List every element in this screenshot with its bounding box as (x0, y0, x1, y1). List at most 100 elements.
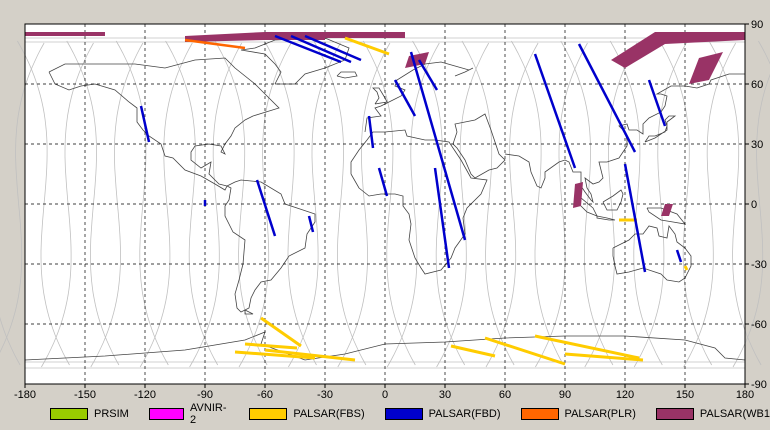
orbit-track (461, 40, 515, 366)
x-tick-label: -60 (257, 389, 273, 401)
y-tick-label: 0 (751, 199, 757, 211)
legend-swatch (50, 408, 88, 420)
legend-label: AVNIR-2 (190, 402, 227, 426)
orbit-track (90, 42, 144, 368)
orbit-track (535, 42, 588, 368)
coastline (612, 225, 692, 283)
legend-label: PALSAR(FBS) (293, 408, 365, 420)
x-tick-label: 150 (676, 389, 694, 401)
x-tick-label: 180 (736, 389, 754, 401)
wb-swath (689, 52, 723, 84)
x-tick-label: 30 (439, 389, 451, 401)
coastline (244, 309, 254, 315)
orbit-track (732, 73, 770, 368)
fbd-swath (367, 115, 375, 149)
legend-item-prsim: PRSIM (50, 408, 129, 420)
legend-item-palsar-fbd: PALSAR(FBD) (384, 408, 501, 420)
fbd-swath (409, 51, 467, 241)
fbd-swath (304, 34, 362, 62)
orbit-track (337, 42, 391, 368)
orbit-track (436, 42, 490, 368)
legend-item-avnir2: AVNIR-2 (148, 402, 229, 426)
fbs-swath (234, 350, 316, 360)
orbit-track (485, 42, 539, 368)
fbd-swath (675, 249, 683, 263)
y-tick-label: 60 (751, 79, 763, 91)
fbs-swath (450, 344, 496, 358)
fbd-swath (433, 167, 451, 269)
fbs-swath (683, 265, 689, 271)
legend-label: PALSAR(FBD) (428, 408, 501, 420)
axis-ticks: -180 -150 -120 -90 -60 -30 0 30 60 90 120 150 180 90 6… (14, 19, 767, 401)
fbs-swath (484, 336, 566, 366)
legend-swatch (655, 408, 694, 420)
fbd-swath (377, 167, 389, 197)
x-tick-label: -180 (14, 389, 36, 401)
coastline (504, 73, 745, 204)
fbs-swath (260, 316, 302, 348)
legend-swatch (148, 408, 185, 420)
x-tick-label: -90 (197, 389, 213, 401)
orbit-track (41, 42, 94, 368)
coastline (596, 215, 616, 221)
wb-swath (325, 32, 405, 38)
legend-label: PALSAR(WB1/WB2) (699, 408, 770, 420)
fbd-swath (274, 34, 342, 64)
fbs-swath (344, 36, 390, 56)
y-tick-label: -90 (751, 379, 767, 391)
coastline (48, 57, 280, 191)
orbit-track (633, 42, 687, 368)
legend-item-palsar-wb: PALSAR(WB1/WB2) (655, 408, 770, 420)
legend-item-palsar-plr: PALSAR(PLR) (520, 408, 636, 420)
y-tick-label: -60 (751, 319, 767, 331)
fbd-swath (647, 79, 667, 127)
legend-swatch (384, 408, 423, 420)
fbd-swath (577, 43, 637, 153)
fbd-swath (290, 34, 352, 64)
coastline (602, 189, 624, 211)
legend-swatch (520, 408, 559, 420)
orbit-track (288, 42, 341, 368)
coastline (452, 113, 506, 179)
wb-swath (611, 32, 745, 68)
wb-swath (661, 204, 673, 216)
orbit-track (264, 40, 317, 366)
fbd-swath (623, 163, 647, 273)
x-tick-label: 60 (499, 389, 511, 401)
x-tick-label: 0 (382, 389, 388, 401)
coastline (224, 179, 316, 313)
coastline (336, 71, 358, 79)
fbd-swath (393, 79, 417, 117)
fbd-swath (533, 53, 577, 169)
wb-swath (573, 182, 583, 208)
orbit-track (165, 40, 219, 366)
x-tick-label: 90 (559, 389, 571, 401)
y-tick-label: 90 (751, 19, 763, 31)
fbd-swath (139, 105, 151, 143)
orbit-track (609, 40, 663, 366)
coastline (372, 87, 388, 105)
orbit-track (708, 40, 762, 366)
orbit-track (659, 40, 713, 366)
legend-label: PALSAR(PLR) (564, 408, 636, 420)
legend: PRSIM AVNIR-2 PALSAR(FBS) PALSAR(FBD) PA… (50, 402, 770, 426)
legend-swatch (249, 408, 288, 420)
fbs-swath (264, 348, 356, 362)
orbit-track (189, 42, 243, 368)
orbit-track (386, 42, 440, 368)
fbd-swath (307, 215, 315, 233)
x-tick-label: -120 (134, 389, 156, 401)
fbs-swath (564, 352, 644, 362)
orbit-track (139, 42, 193, 368)
observation-swaths (25, 32, 745, 366)
y-tick-label: -30 (751, 259, 767, 271)
fbd-swath (255, 179, 277, 237)
y-tick-label: 30 (751, 139, 763, 151)
orbit-track (0, 42, 45, 354)
orbit-track (683, 42, 737, 368)
fbs-swath (534, 334, 640, 360)
x-tick-label: 120 (616, 389, 634, 401)
x-tick-label: -150 (74, 389, 96, 401)
legend-label: PRSIM (94, 408, 129, 420)
